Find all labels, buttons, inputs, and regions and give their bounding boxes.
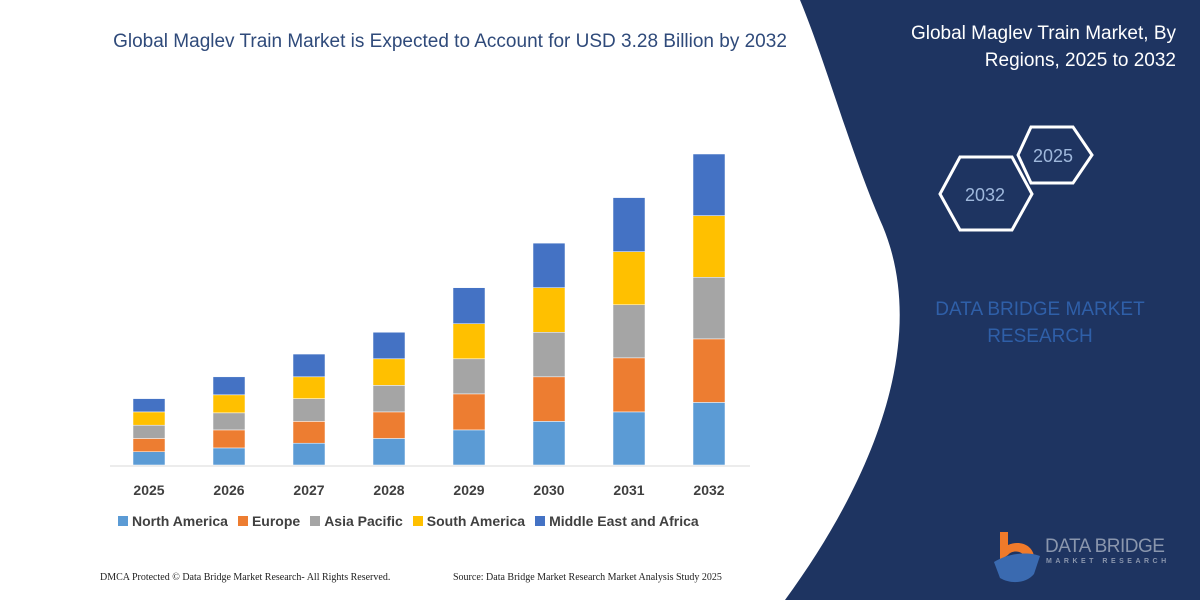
bar-2030-middle-east-and-africa bbox=[532, 242, 566, 288]
bar-2027-europe bbox=[292, 421, 326, 444]
legend-swatch bbox=[412, 516, 423, 526]
legend: North America Europe Asia Pacific South Ame… bbox=[118, 513, 699, 529]
bar-2031-middle-east-and-africa bbox=[612, 197, 646, 252]
brand-watermark-text: DATA BRIDGE MARKET RESEARCH bbox=[935, 299, 1145, 347]
bar-2030-north-america bbox=[532, 421, 566, 466]
legend-swatch bbox=[535, 516, 546, 526]
bar-2029-middle-east-and-africa bbox=[452, 287, 486, 324]
x-tick-label: 2029 bbox=[453, 482, 484, 498]
bar-2028-europe bbox=[372, 411, 406, 439]
footer-source: Source: Data Bridge Market Research Mark… bbox=[453, 572, 722, 583]
bar-2028-south-america bbox=[372, 358, 406, 386]
bar-2029-north-america bbox=[452, 429, 486, 466]
bar-2027-middle-east-and-africa bbox=[292, 353, 326, 378]
bar-2031-asia-pacific bbox=[612, 304, 646, 359]
bar-2027-asia-pacific bbox=[292, 398, 326, 422]
legend-item: South America bbox=[412, 513, 526, 529]
bar-2026-europe bbox=[212, 429, 246, 449]
side-panel bbox=[785, 0, 1200, 600]
bar-2031-north-america bbox=[612, 411, 646, 466]
legend-label: North America bbox=[132, 513, 228, 529]
bar-2025-north-america bbox=[132, 451, 166, 466]
bar-2025-europe bbox=[132, 438, 166, 452]
bar-2029-europe bbox=[452, 393, 486, 431]
hexagon-2025 bbox=[1016, 125, 1094, 185]
legend-item: North America bbox=[118, 513, 228, 529]
hex-start-label: 2025 bbox=[1033, 146, 1073, 166]
bar-2030-south-america bbox=[532, 287, 566, 333]
bar-2031-south-america bbox=[612, 251, 646, 306]
x-tick-label: 2028 bbox=[373, 482, 404, 498]
bar-2025-south-america bbox=[132, 411, 166, 426]
x-ticks: 2025 2026 2027 2028 2029 2030 2031 2032 bbox=[133, 482, 724, 498]
x-tick-label: 2026 bbox=[213, 482, 244, 498]
legend-label: Middle East and Africa bbox=[549, 513, 699, 529]
logo-icon bbox=[994, 532, 1040, 583]
bar-2030-europe bbox=[532, 376, 566, 422]
chart-title: Global Maglev Train Market is Expected t… bbox=[113, 31, 787, 52]
x-tick-label: 2027 bbox=[293, 482, 324, 498]
bar-2029-south-america bbox=[452, 323, 486, 360]
bar-2025-asia-pacific bbox=[132, 424, 166, 439]
bar-2025-middle-east-and-africa bbox=[132, 398, 166, 413]
legend-swatch bbox=[118, 516, 128, 526]
bar-2031-europe bbox=[612, 357, 646, 413]
legend-label: South America bbox=[426, 513, 526, 529]
bar-2026-asia-pacific bbox=[212, 412, 246, 431]
bar-2026-north-america bbox=[212, 447, 246, 466]
bar-2032-north-america bbox=[692, 402, 726, 466]
bar-2028-asia-pacific bbox=[372, 385, 406, 413]
hexagon-2032 bbox=[938, 155, 1034, 232]
panel-title: Global Maglev Train Market, By Regions, … bbox=[910, 23, 1176, 71]
bar-2026-south-america bbox=[212, 394, 246, 414]
logo-subtitle: MARKET RESEARCH bbox=[1046, 558, 1170, 565]
x-tick-label: 2030 bbox=[533, 482, 564, 498]
bar-2028-middle-east-and-africa bbox=[372, 332, 406, 360]
bar-2032-asia-pacific bbox=[692, 277, 726, 340]
bar-2032-south-america bbox=[692, 215, 726, 278]
bar-2032-europe bbox=[692, 338, 726, 403]
legend-label: Europe bbox=[251, 513, 301, 529]
bar-2028-north-america bbox=[372, 438, 406, 466]
x-tick-label: 2031 bbox=[613, 482, 644, 498]
x-tick-label: 2032 bbox=[693, 482, 724, 498]
footer-copyright: DMCA Protected © Data Bridge Market Rese… bbox=[100, 572, 391, 583]
bar-2030-asia-pacific bbox=[532, 332, 566, 378]
legend-item: Middle East and Africa bbox=[535, 513, 699, 529]
legend-item: Asia Pacific bbox=[310, 513, 403, 529]
legend-swatch bbox=[310, 516, 321, 526]
legend-swatch bbox=[237, 516, 248, 526]
x-tick-label: 2025 bbox=[133, 482, 164, 498]
bar-2026-middle-east-and-africa bbox=[212, 376, 246, 396]
bars bbox=[132, 153, 726, 466]
bar-2029-asia-pacific bbox=[452, 358, 486, 395]
bar-2032-middle-east-and-africa bbox=[692, 153, 726, 216]
legend-item: Europe bbox=[237, 513, 301, 529]
hex-end-label: 2032 bbox=[965, 185, 1005, 205]
logo-name: DATA BRIDGE bbox=[1045, 536, 1165, 557]
legend-label: Asia Pacific bbox=[324, 513, 403, 529]
bar-2027-north-america bbox=[292, 442, 326, 466]
bar-2027-south-america bbox=[292, 376, 326, 399]
